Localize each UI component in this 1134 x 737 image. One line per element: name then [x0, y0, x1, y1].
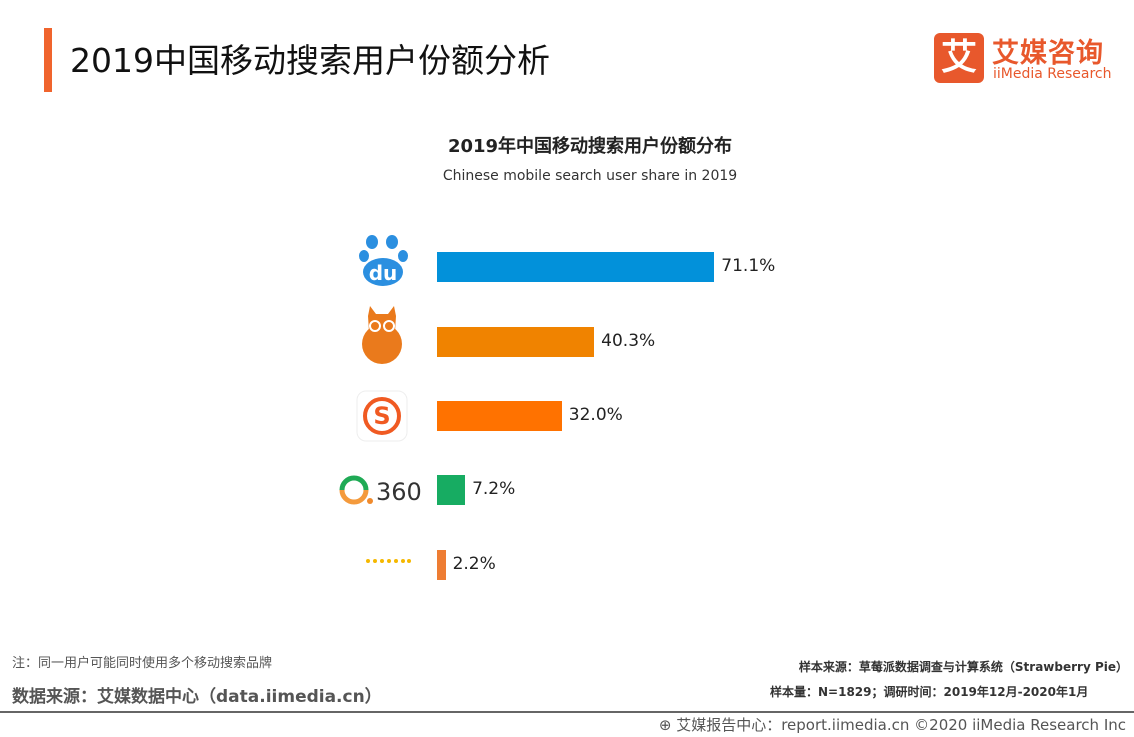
footer-divider: [0, 711, 1134, 713]
other-dots-icon: [366, 559, 411, 563]
data-label: 7.2%: [472, 479, 516, 499]
logo-text-en: iiMedia Research: [993, 66, 1112, 82]
bar-4: [437, 550, 446, 580]
bar-2: [437, 401, 562, 431]
chart-subtitle: Chinese mobile search user share in 2019: [442, 168, 738, 184]
360-logo-icon: 360: [339, 475, 422, 506]
bar-1: [437, 327, 595, 357]
360-logo-text: 360: [376, 478, 422, 506]
sample-size: 样本量：N=1829；调研时间：2019年12月-2020年1月: [770, 685, 1089, 699]
data-label: 32.0%: [568, 405, 623, 425]
copyright-text: 艾媒报告中心：report.iimedia.cn ©2020 iiMedia R…: [676, 716, 1126, 734]
svg-text:S: S: [373, 402, 390, 430]
globe-icon: ⊕: [658, 716, 677, 734]
data-label: 2.2%: [452, 554, 496, 574]
sample-source: 样本来源：草莓派数据调查与计算系统（Strawberry Pie）: [798, 660, 1128, 674]
page-title: 2019中国移动搜索用户份额分析: [70, 41, 550, 80]
chart-title: 2019年中国移动搜索用户份额分布: [447, 136, 733, 157]
iimedia-logo-icon: 艾: [934, 33, 984, 83]
sogou-logo-icon: S: [356, 390, 408, 442]
uc-alpaca-logo-icon: [362, 306, 402, 364]
footnote: 注：同一用户可能同时使用多个移动搜索品牌: [12, 656, 273, 671]
data-source: 数据来源：艾媒数据中心（data.iimedia.cn）: [12, 687, 382, 707]
copyright: ⊕ 艾媒报告中心：report.iimedia.cn ©2020 iiMedia…: [659, 714, 1126, 735]
bar-0: [437, 252, 715, 282]
logo-text-cn: 艾媒咨询: [992, 38, 1104, 69]
baidu-logo-icon: du: [359, 235, 408, 286]
title-accent-bar: [44, 28, 52, 92]
svg-text:du: du: [369, 261, 398, 285]
bar-3: [437, 475, 466, 505]
data-label: 40.3%: [601, 331, 656, 351]
data-label: 71.1%: [721, 256, 776, 276]
